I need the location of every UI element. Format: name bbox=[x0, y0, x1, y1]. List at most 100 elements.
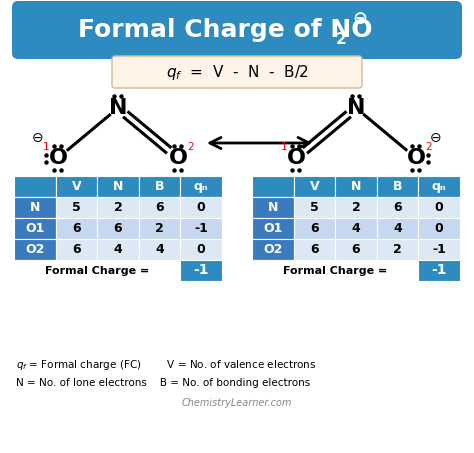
FancyBboxPatch shape bbox=[252, 260, 419, 281]
FancyBboxPatch shape bbox=[335, 197, 377, 218]
Text: 2: 2 bbox=[352, 201, 360, 214]
FancyBboxPatch shape bbox=[377, 239, 419, 260]
FancyBboxPatch shape bbox=[14, 260, 181, 281]
FancyBboxPatch shape bbox=[55, 218, 97, 239]
Text: 6: 6 bbox=[393, 201, 402, 214]
Text: qₙ: qₙ bbox=[432, 180, 447, 193]
Text: O: O bbox=[286, 148, 306, 168]
FancyBboxPatch shape bbox=[419, 218, 460, 239]
FancyBboxPatch shape bbox=[181, 239, 222, 260]
Text: O: O bbox=[48, 148, 67, 168]
Text: Formal Charge =: Formal Charge = bbox=[283, 265, 387, 275]
FancyBboxPatch shape bbox=[97, 197, 139, 218]
Text: ⊖: ⊖ bbox=[352, 10, 367, 28]
Text: N: N bbox=[29, 201, 40, 214]
Text: qₙ: qₙ bbox=[194, 180, 209, 193]
Text: N: N bbox=[347, 98, 365, 118]
FancyBboxPatch shape bbox=[252, 197, 293, 218]
FancyBboxPatch shape bbox=[97, 218, 139, 239]
Text: 6: 6 bbox=[155, 201, 164, 214]
FancyBboxPatch shape bbox=[252, 239, 293, 260]
FancyBboxPatch shape bbox=[181, 176, 222, 197]
FancyBboxPatch shape bbox=[181, 260, 222, 281]
Text: 5: 5 bbox=[72, 201, 81, 214]
Text: 1: 1 bbox=[281, 142, 287, 152]
Text: $q_f$  =  V  -  N  -  B/2: $q_f$ = V - N - B/2 bbox=[165, 63, 309, 82]
FancyBboxPatch shape bbox=[419, 197, 460, 218]
Text: O2: O2 bbox=[25, 243, 45, 256]
Text: O: O bbox=[168, 148, 188, 168]
FancyBboxPatch shape bbox=[293, 176, 335, 197]
Text: 4: 4 bbox=[352, 222, 360, 235]
FancyBboxPatch shape bbox=[139, 239, 181, 260]
Text: 1: 1 bbox=[43, 142, 49, 152]
Text: N = No. of lone electrons    B = No. of bonding electrons: N = No. of lone electrons B = No. of bon… bbox=[16, 378, 310, 388]
Text: -1: -1 bbox=[193, 264, 209, 278]
Text: 0: 0 bbox=[435, 222, 444, 235]
Text: 4: 4 bbox=[155, 243, 164, 256]
FancyBboxPatch shape bbox=[14, 239, 55, 260]
Text: O2: O2 bbox=[263, 243, 283, 256]
Text: N: N bbox=[351, 180, 361, 193]
Text: O1: O1 bbox=[25, 222, 45, 235]
Text: -1: -1 bbox=[431, 264, 447, 278]
Text: 6: 6 bbox=[72, 243, 81, 256]
FancyBboxPatch shape bbox=[293, 218, 335, 239]
Text: 6: 6 bbox=[310, 243, 319, 256]
Text: 6: 6 bbox=[310, 222, 319, 235]
FancyBboxPatch shape bbox=[293, 197, 335, 218]
Text: ChemistryLearner.com: ChemistryLearner.com bbox=[182, 398, 292, 408]
FancyBboxPatch shape bbox=[181, 197, 222, 218]
Text: 5: 5 bbox=[310, 201, 319, 214]
Text: Formal Charge of NO: Formal Charge of NO bbox=[78, 18, 372, 42]
FancyBboxPatch shape bbox=[97, 176, 139, 197]
FancyBboxPatch shape bbox=[419, 260, 460, 281]
Text: 2: 2 bbox=[188, 142, 194, 152]
FancyBboxPatch shape bbox=[377, 197, 419, 218]
FancyBboxPatch shape bbox=[377, 176, 419, 197]
Text: 6: 6 bbox=[352, 243, 360, 256]
FancyBboxPatch shape bbox=[252, 218, 293, 239]
FancyBboxPatch shape bbox=[335, 239, 377, 260]
Text: B: B bbox=[155, 180, 164, 193]
FancyBboxPatch shape bbox=[12, 1, 462, 59]
Text: V: V bbox=[310, 180, 319, 193]
Text: ⊖: ⊖ bbox=[32, 131, 44, 145]
Text: 2: 2 bbox=[114, 201, 122, 214]
FancyBboxPatch shape bbox=[14, 197, 55, 218]
FancyBboxPatch shape bbox=[112, 56, 362, 88]
Text: ⊖: ⊖ bbox=[430, 131, 442, 145]
Text: N: N bbox=[268, 201, 278, 214]
FancyBboxPatch shape bbox=[55, 239, 97, 260]
Text: 4: 4 bbox=[114, 243, 122, 256]
Text: -1: -1 bbox=[432, 243, 446, 256]
Text: N: N bbox=[109, 98, 127, 118]
Text: O1: O1 bbox=[263, 222, 283, 235]
FancyBboxPatch shape bbox=[335, 218, 377, 239]
FancyBboxPatch shape bbox=[139, 218, 181, 239]
FancyBboxPatch shape bbox=[419, 176, 460, 197]
FancyBboxPatch shape bbox=[14, 218, 55, 239]
FancyBboxPatch shape bbox=[55, 176, 97, 197]
FancyBboxPatch shape bbox=[181, 218, 222, 239]
Text: Formal Charge =: Formal Charge = bbox=[45, 265, 149, 275]
Text: -1: -1 bbox=[194, 222, 208, 235]
FancyBboxPatch shape bbox=[419, 239, 460, 260]
Text: 6: 6 bbox=[72, 222, 81, 235]
Text: 2: 2 bbox=[426, 142, 432, 152]
FancyBboxPatch shape bbox=[55, 197, 97, 218]
Text: $q_f$ = Formal charge (FC)        V = No. of valence electrons: $q_f$ = Formal charge (FC) V = No. of va… bbox=[16, 358, 317, 372]
Text: 6: 6 bbox=[114, 222, 122, 235]
FancyBboxPatch shape bbox=[335, 176, 377, 197]
FancyBboxPatch shape bbox=[139, 176, 181, 197]
FancyBboxPatch shape bbox=[14, 176, 55, 197]
Text: 0: 0 bbox=[435, 201, 444, 214]
Text: N: N bbox=[113, 180, 123, 193]
Text: B: B bbox=[393, 180, 402, 193]
Text: 0: 0 bbox=[197, 201, 206, 214]
Text: 2: 2 bbox=[393, 243, 402, 256]
FancyBboxPatch shape bbox=[293, 239, 335, 260]
Text: V: V bbox=[72, 180, 81, 193]
Text: 2: 2 bbox=[336, 32, 347, 47]
FancyBboxPatch shape bbox=[252, 176, 293, 197]
